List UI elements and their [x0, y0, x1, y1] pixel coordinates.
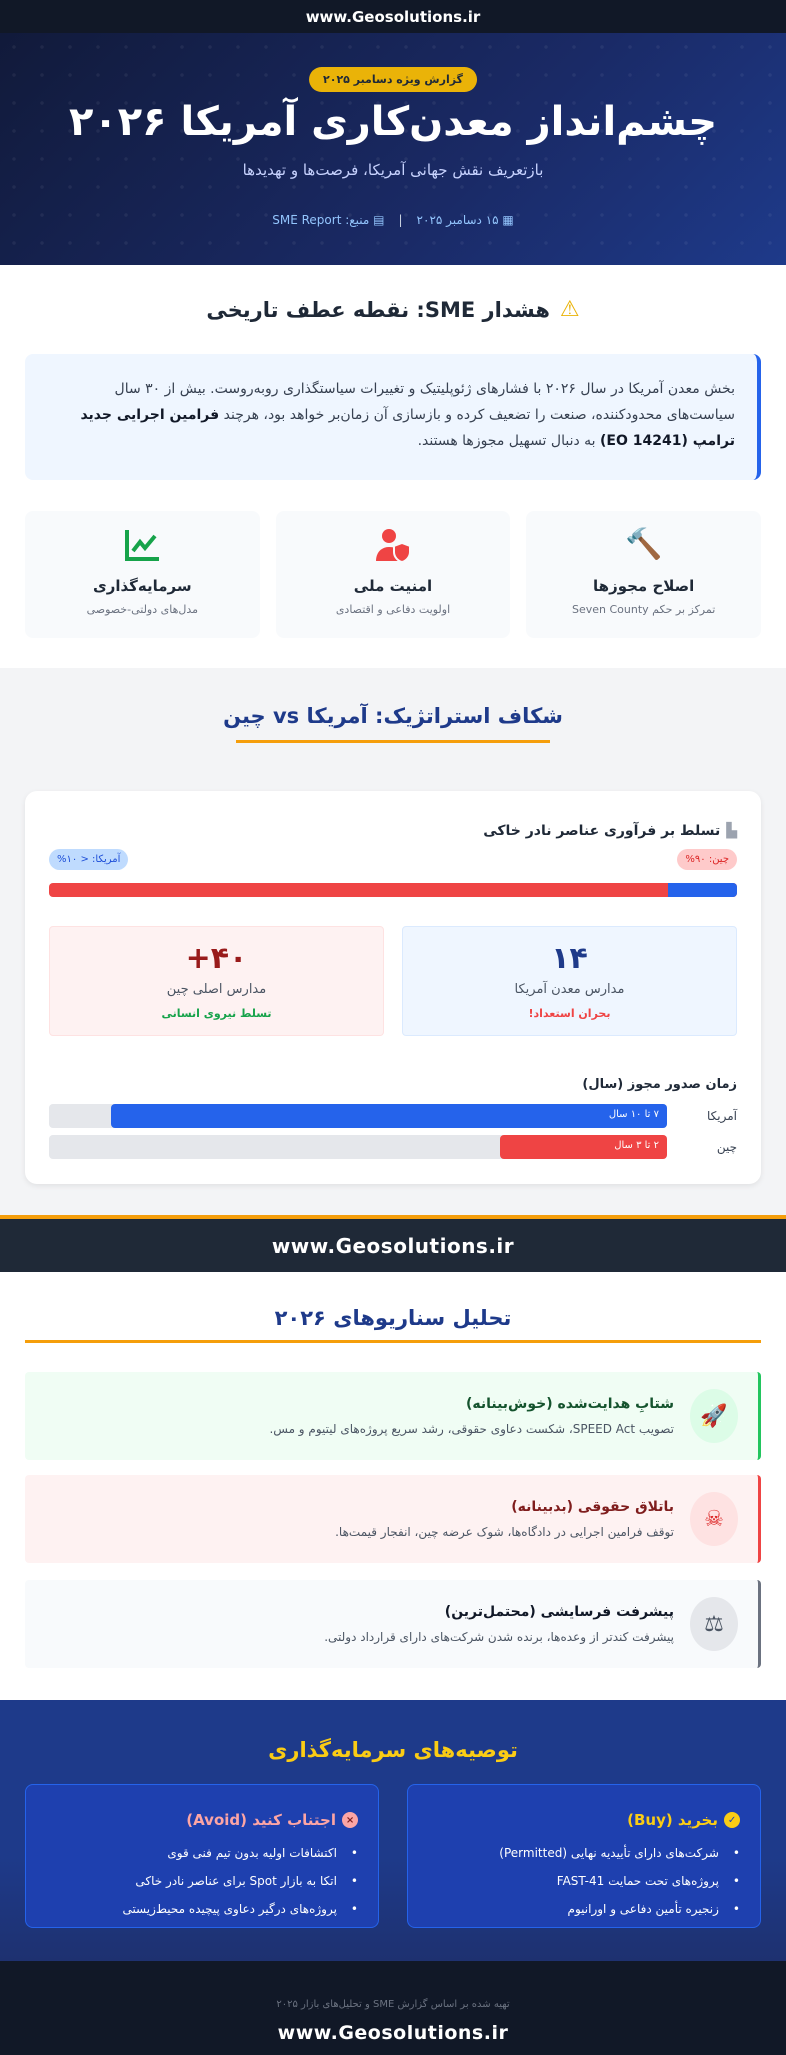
scenario-title: باتلاق حقوقی (بدبینانه): [511, 1499, 674, 1515]
china-schools-stat: ۴۰+ مدارس اصلی چین تسلط نیروی انسانی: [49, 926, 384, 1036]
list-item: زنجیره تأمین دفاعی و اورانیوم: [428, 1895, 740, 1923]
alert-section: ⚠ هشدار SME: نقطه عطف تاریخی بخش معدن آم…: [0, 265, 786, 668]
title-underline: [236, 740, 550, 743]
card-title-text: تسلط بر فرآوری عناصر نادر خاکی: [483, 823, 721, 839]
feature-card-security: امنیت ملی اولویت دفاعی و اقتصادی: [275, 511, 511, 638]
alert-text-1: بخش معدن آمریکا در سال ۲۰۲۶ با فشارهای ژ…: [114, 381, 735, 423]
footer-note: تهیه شده بر اساس گزارش SME و تحلیل‌های ب…: [276, 1999, 510, 2010]
feature-title: اصلاح مجوزها: [593, 577, 695, 595]
feature-title: امنیت ملی: [353, 577, 433, 595]
source-text: منبع: SME Report: [272, 213, 370, 227]
avoid-title-text: اجتناب کنید (Avoid): [186, 1811, 336, 1829]
scenario-desc: تصویب SPEED Act، شکست دعاوی حقوقی، رشد س…: [269, 1422, 674, 1436]
feature-desc: اولویت دفاعی و اقتصادی: [335, 603, 451, 616]
check-circle-icon: ✓: [724, 1812, 740, 1828]
scenario-likely: ⚖ پیشرفت فرسایشی (محتمل‌ترین) پیشرفت کندت…: [25, 1580, 761, 1668]
license-fill: ۲ تا ۳ سال: [500, 1135, 667, 1159]
x-circle-icon: ×: [342, 1812, 358, 1828]
us-schools-stat: ۱۴ مدارس معدن آمریکا بحران استعداد!: [402, 926, 737, 1036]
alert-title: هشدار SME: نقطه عطف تاریخی: [206, 297, 550, 322]
row-label: چین: [716, 1140, 737, 1154]
date-text: ۱۵ دسامبر ۲۰۲۵: [416, 213, 499, 227]
license-track: ۷ تا ۱۰ سال: [49, 1104, 667, 1128]
file-icon: ▤: [373, 213, 385, 227]
warning-icon: ⚠: [559, 297, 580, 322]
separator: |: [398, 213, 403, 227]
source: ▤ منبع: SME Report: [272, 213, 384, 227]
us-share-pill: آمریکا: < ۱۰%: [49, 849, 129, 870]
report-badge: گزارش ویژه دسامبر ۲۰۲۵: [309, 67, 477, 92]
alert-heading: ⚠ هشدار SME: نقطه عطف تاریخی: [0, 297, 786, 322]
scenario-title: شتابِ هدایت‌شده (خوش‌بینانه): [465, 1396, 674, 1412]
footer: تهیه شده بر اساس گزارش SME و تحلیل‌های ب…: [0, 1961, 786, 2055]
industry-icon: ▙: [726, 823, 737, 839]
footer-site-link[interactable]: www.Geosolutions.ir: [277, 2022, 509, 2044]
date: ▦ ۱۵ دسامبر ۲۰۲۵: [417, 213, 514, 227]
buy-list: شرکت‌های دارای تأییدیه نهایی (Permitted)…: [428, 1839, 740, 1923]
recommendations-section: توصیه‌های سرمایه‌گذاری ✓ بخرید (Buy) شرکت…: [0, 1700, 786, 1961]
license-row-china: چین ۲ تا ۳ سال: [49, 1135, 737, 1159]
stat-note: بحران استعداد!: [528, 1007, 611, 1020]
feature-card-permits: 🔨 اصلاح مجوزها تمرکز بر حکم Seven County: [526, 511, 761, 638]
scenario-optimistic: 🚀 شتابِ هدایت‌شده (خوش‌بینانه) تصویب SPEE…: [25, 1372, 761, 1460]
feature-desc: تمرکز بر حکم Seven County: [572, 603, 716, 616]
scenario-desc: پیشرفت کندتر از وعده‌ها، برنده شدن شرکت‌…: [324, 1630, 674, 1644]
scenarios-title: تحلیل سناریوهای ۲۰۲۶: [274, 1306, 512, 1330]
alert-callout: بخش معدن آمریکا در سال ۲۰۲۶ با فشارهای ژ…: [25, 354, 761, 480]
site-banner: www.Geosolutions.ir: [0, 1215, 786, 1272]
scenario-title: پیشرفت فرسایشی (محتمل‌ترین): [444, 1604, 674, 1620]
buy-card: ✓ بخرید (Buy) شرکت‌های دارای تأییدیه نهای…: [407, 1784, 761, 1928]
feature-card-investment: سرمایه‌گذاری مدل‌های دولتی-خصوصی: [24, 511, 260, 638]
feature-cards: 🔨 اصلاح مجوزها تمرکز بر حکم Seven County…: [24, 511, 761, 638]
card-title: ▙ تسلط بر فرآوری عناصر نادر خاکی: [483, 823, 737, 839]
stat-label: مدارس اصلی چین: [166, 982, 267, 997]
license-fill: ۷ تا ۱۰ سال: [110, 1104, 667, 1128]
skull-crossbones-icon: ☠: [690, 1492, 738, 1546]
feature-desc: مدل‌های دولتی-خصوصی: [86, 603, 199, 616]
gap-title: شکاف استراتژیک: آمریکا vs چین: [223, 704, 563, 728]
top-site-banner: www.Geosolutions.ir: [0, 0, 786, 33]
strategic-gap-section: شکاف استراتژیک: آمریکا vs چین ▙ تسلط بر ف…: [0, 668, 786, 1215]
stat-value: ۴۰+: [185, 941, 248, 976]
gap-card: ▙ تسلط بر فرآوری عناصر نادر خاکی چین: ۹۰%…: [25, 791, 761, 1184]
avoid-list: اکتشافات اولیه بدون تیم فنی قوی اتکا به …: [46, 1839, 358, 1923]
row-label: آمریکا: [706, 1109, 737, 1123]
alert-text-2: به دنبال تسهیل مجوزها هستند.: [417, 433, 601, 449]
license-title: زمان صدور مجوز (سال): [582, 1077, 737, 1092]
list-item: اکتشافات اولیه بدون تیم فنی قوی: [46, 1839, 358, 1867]
buy-title: ✓ بخرید (Buy): [428, 1811, 740, 1829]
china-share-pill: چین: ۹۰%: [677, 849, 737, 870]
alert-bold: فرامین اجرایی جدید ترامپ (EO 14241): [80, 407, 735, 449]
stat-value: ۱۴: [551, 941, 588, 976]
list-item: شرکت‌های دارای تأییدیه نهایی (Permitted): [428, 1839, 740, 1867]
license-row-us: آمریکا ۷ تا ۱۰ سال: [49, 1104, 737, 1128]
calendar-icon: ▦: [502, 213, 514, 227]
recs-title: توصیه‌های سرمایه‌گذاری: [268, 1738, 518, 1762]
balance-scale-icon: ⚖: [690, 1597, 738, 1651]
gavel-icon: 🔨: [624, 527, 663, 562]
rocket-icon: 🚀: [690, 1389, 738, 1443]
chart-line-icon: [25, 527, 260, 567]
avoid-title: × اجتناب کنید (Avoid): [46, 1811, 358, 1829]
buy-title-text: بخرید (Buy): [627, 1811, 718, 1829]
list-item: پروژه‌های تحت حمایت FAST-41: [428, 1867, 740, 1895]
license-track: ۲ تا ۳ سال: [49, 1135, 667, 1159]
report-meta: ▦ ۱۵ دسامبر ۲۰۲۵ | ▤ منبع: SME Report: [0, 213, 786, 227]
feature-title: سرمایه‌گذاری: [92, 577, 192, 595]
page-subtitle: بازتعریف نقش جهانی آمریکا، فرصت‌ها و تهد…: [242, 161, 544, 179]
scenario-desc: توقف فرامین اجرایی در دادگاه‌ها، شوک عرض…: [335, 1525, 674, 1539]
list-item: اتکا به بازار Spot برای عناصر نادر خاکی: [46, 1867, 358, 1895]
share-bar: [49, 883, 737, 897]
title-underline: [25, 1340, 761, 1343]
scenario-pessimistic: ☠ باتلاق حقوقی (بدبینانه) توقف فرامین اجر…: [25, 1475, 761, 1563]
stat-label: مدارس معدن آمریکا: [514, 982, 625, 997]
avoid-card: × اجتناب کنید (Avoid) اکتشافات اولیه بدون…: [25, 1784, 379, 1928]
stat-note: تسلط نیروی انسانی: [161, 1007, 272, 1020]
hero: گزارش ویژه دسامبر ۲۰۲۵ چشم‌انداز معدن‌کا…: [0, 33, 786, 265]
list-item: پروژه‌های درگیر دعاوی پیچیده محیط‌زیستی: [46, 1895, 358, 1923]
page-title: چشم‌انداز معدن‌کاری آمریکا ۲۰۲۶: [68, 99, 718, 145]
scenarios-section: تحلیل سناریوهای ۲۰۲۶ 🚀 شتابِ هدایت‌شده (…: [0, 1272, 786, 1700]
us-share-fill: [668, 883, 737, 897]
user-shield-icon: [276, 527, 511, 567]
